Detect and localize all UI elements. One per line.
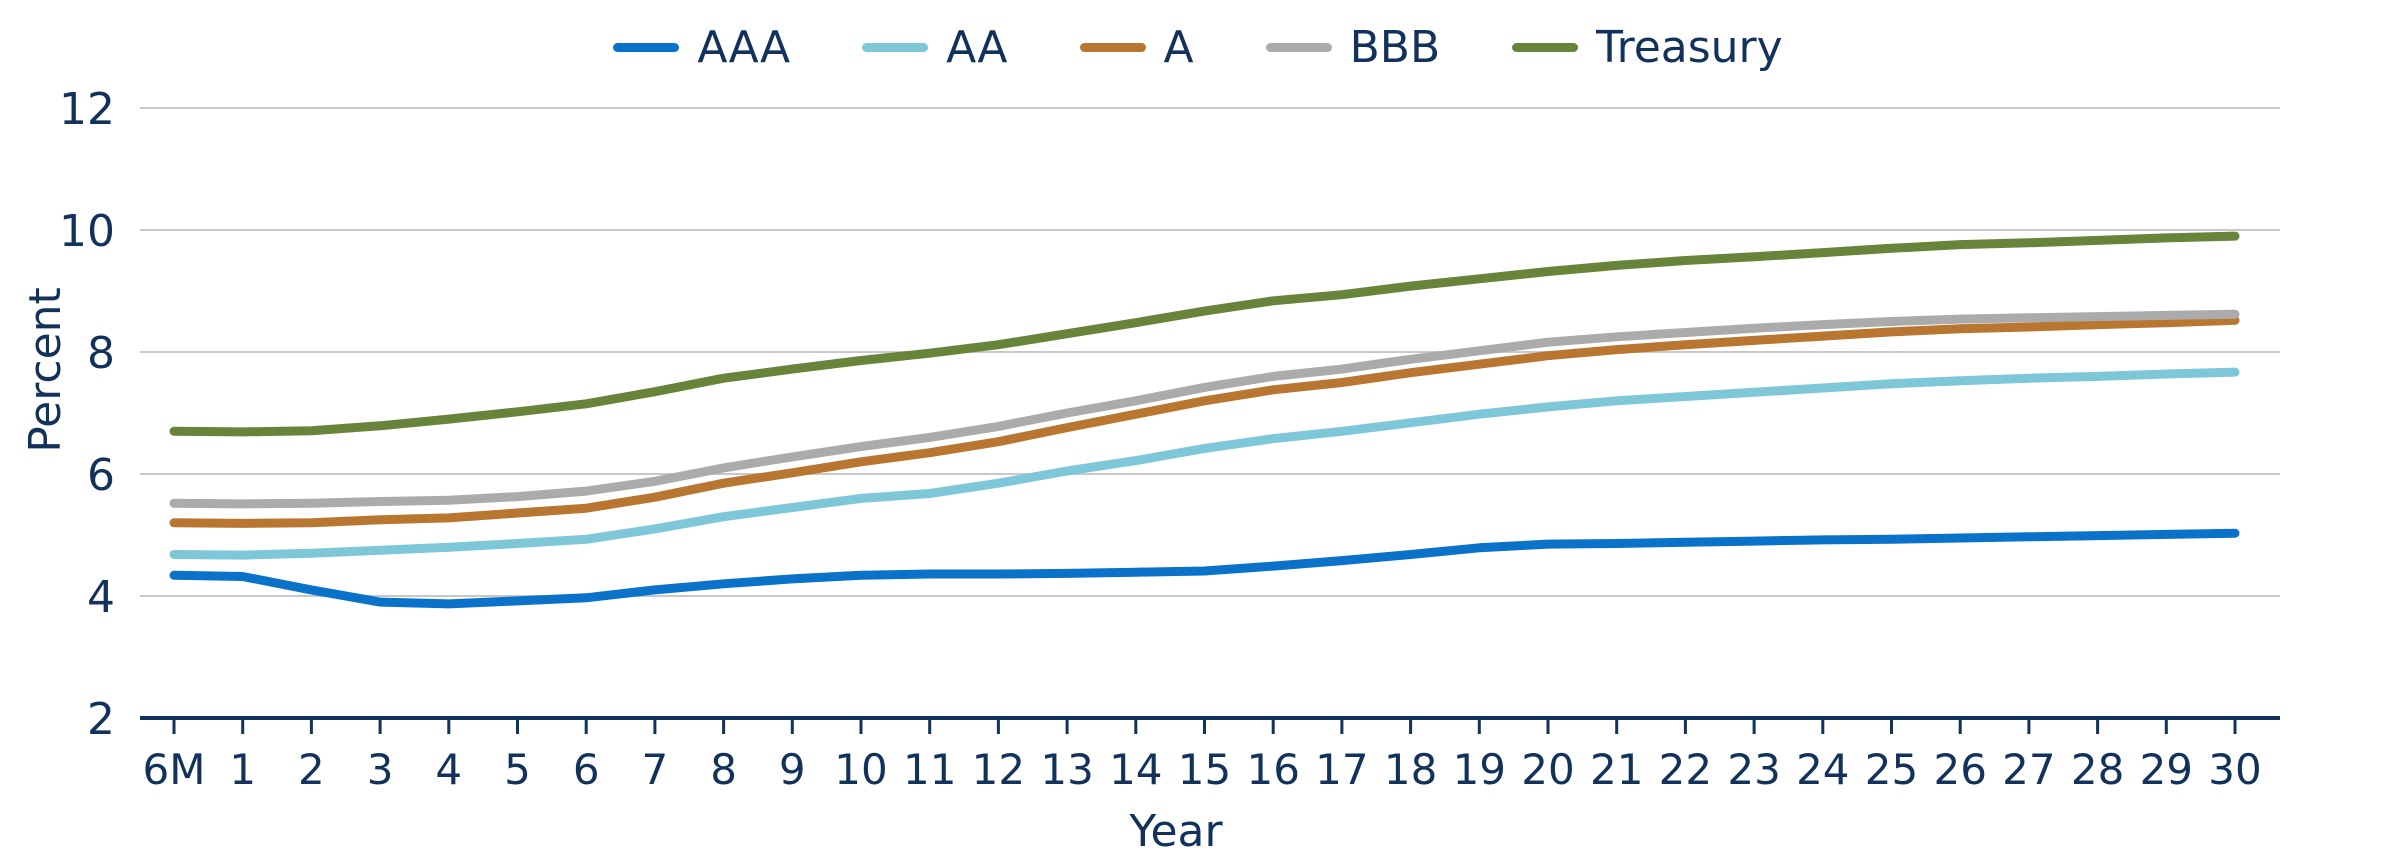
legend-item-aaa: AAA xyxy=(613,22,790,73)
legend-item-a: A xyxy=(1079,22,1194,73)
y-tick-label: 12 xyxy=(59,84,115,135)
x-tick-label: 6M xyxy=(143,745,206,794)
y-tick-label: 10 xyxy=(59,206,115,257)
legend-swatch xyxy=(613,43,680,52)
x-tick-label: 18 xyxy=(1384,745,1437,794)
y-axis-title: Percent xyxy=(20,287,71,453)
x-tick-label: 26 xyxy=(1933,745,1986,794)
x-tick-label: 12 xyxy=(972,745,1025,794)
x-tick-label: 5 xyxy=(504,745,531,794)
x-axis xyxy=(140,716,2280,734)
x-tick-label: 25 xyxy=(1865,745,1918,794)
x-tick-label: 16 xyxy=(1246,745,1299,794)
legend-swatch xyxy=(862,43,929,52)
x-tick-label: 15 xyxy=(1178,745,1231,794)
x-tick-label: 9 xyxy=(779,745,806,794)
x-tick-label: 11 xyxy=(903,745,956,794)
x-tick-label: 14 xyxy=(1109,745,1162,794)
x-tick-label: 22 xyxy=(1659,745,1712,794)
x-tick-label: 24 xyxy=(1796,745,1849,794)
legend-label: A xyxy=(1163,22,1194,73)
series-line-a xyxy=(169,315,2240,528)
legend-label: BBB xyxy=(1349,22,1441,73)
x-tick-label: 23 xyxy=(1727,745,1780,794)
legend-swatch xyxy=(1079,43,1146,52)
x-tick-label: 21 xyxy=(1590,745,1643,794)
x-tick-label: 27 xyxy=(2002,745,2055,794)
x-axis-title: Year xyxy=(1128,806,1223,857)
x-tick-label: 17 xyxy=(1315,745,1368,794)
x-tick-label: 28 xyxy=(2071,745,2124,794)
y-tick-label: 6 xyxy=(87,450,115,501)
x-tick-labels: 6M 1 2 3 4 5 6 7 8 9 10 11 12 13 14 15 16 17 18 19 20 21 22 23 2… xyxy=(143,745,2262,794)
x-tick-label: 1 xyxy=(229,745,256,794)
legend-item-treasury: Treasury xyxy=(1512,22,1783,73)
legend-swatch xyxy=(1512,43,1579,52)
y-tick-label: 8 xyxy=(87,328,115,379)
x-tick-label: 19 xyxy=(1453,745,1506,794)
grid-lines xyxy=(140,107,2280,597)
x-tick-label: 6 xyxy=(573,745,600,794)
legend-item-bbb: BBB xyxy=(1265,22,1441,73)
x-tick-label: 7 xyxy=(642,745,669,794)
x-tick-label: 29 xyxy=(2140,745,2193,794)
x-tick-label: 4 xyxy=(435,745,462,794)
legend-label: AA xyxy=(946,22,1008,73)
y-tick-label: 2 xyxy=(87,694,115,745)
x-tick-label: 30 xyxy=(2208,745,2261,794)
x-tick-label: 3 xyxy=(367,745,394,794)
legend-item-aa: AA xyxy=(862,22,1008,73)
x-tick-label: 20 xyxy=(1521,745,1574,794)
x-tick-label: 2 xyxy=(298,745,325,794)
series-line-treasury xyxy=(169,231,2240,437)
y-tick-labels: 2 4 6 8 10 12 xyxy=(59,84,115,745)
chart-legend: AAA AA A BBB Treasury xyxy=(0,22,2396,73)
series-lines xyxy=(169,231,2240,609)
x-tick-label: 8 xyxy=(710,745,737,794)
x-tick-label: 13 xyxy=(1040,745,1093,794)
legend-label: AAA xyxy=(697,22,791,73)
series-line-aa xyxy=(169,367,2240,560)
legend-label: Treasury xyxy=(1596,22,1783,73)
legend-swatch xyxy=(1265,43,1332,52)
series-line-bbb xyxy=(169,309,2240,509)
series-line-aaa xyxy=(169,528,2240,609)
x-tick-label: 10 xyxy=(834,745,887,794)
y-tick-label: 4 xyxy=(87,572,115,623)
